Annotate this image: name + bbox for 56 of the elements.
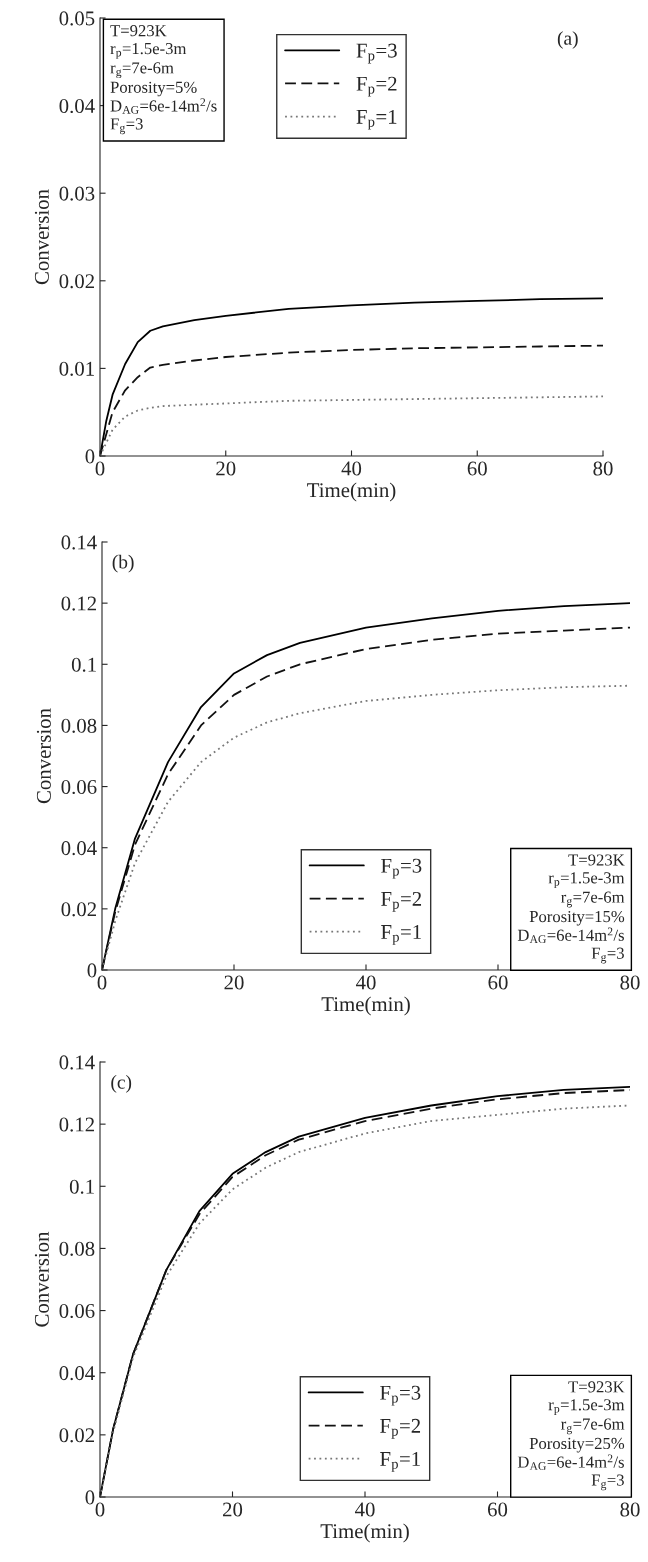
y-tick-label: 0.05 xyxy=(59,11,95,26)
y-tick-label: 0.02 xyxy=(59,1428,94,1443)
x-axis-title: Time(min) xyxy=(307,482,396,502)
y-axis-title: Conversion xyxy=(34,1231,49,1327)
y-tick-label: 0.02 xyxy=(61,902,96,917)
x-axis-title: Time(min) xyxy=(321,996,410,1016)
y-tick-label: 0.1 xyxy=(69,1179,94,1194)
text: T=923K r$_{p}$=1.5e-3m r$_{g}$=7e-6m Porosity=15% D$_{AG}$=6e-14m$^{2}$/s F$_{g}$=3 xyxy=(517,854,625,964)
x-tick-label: 80 xyxy=(593,461,613,476)
text: T=923K r$_{p}$=1.5e-3m r$_{g}$=7e-6m Porosity=25% D$_{AG}$=6e-14m$^{2}$/s F$_{g}$=3 xyxy=(517,1381,625,1491)
x-tick-label: 80 xyxy=(620,975,640,990)
y-tick-label: 0.14 xyxy=(61,535,97,550)
legend-label: F$_{p}$=3 xyxy=(380,1385,421,1406)
y-tick-label: 0.08 xyxy=(61,718,97,733)
y-tick-label: 0.04 xyxy=(59,98,95,114)
legend-label: F$_{p}$=2 xyxy=(380,1418,421,1439)
y-tick-label: 0.12 xyxy=(59,1117,94,1132)
legend-label: F$_{p}$=2 xyxy=(356,76,397,97)
y-tick-label: 0 xyxy=(85,1490,95,1505)
y-tick-label: 0.03 xyxy=(59,186,95,201)
y-tick-label: 0.12 xyxy=(61,596,96,611)
legend-label: F$_{p}$=3 xyxy=(381,858,422,879)
x-tick-label: 80 xyxy=(620,1502,640,1517)
x-tick-label: 40 xyxy=(341,461,362,476)
y-tick-label: 0.1 xyxy=(71,657,96,672)
y-tick-label: 0 xyxy=(87,963,97,978)
y-tick-label: 0.04 xyxy=(61,841,97,856)
y-tick-label: 0 xyxy=(85,449,95,464)
x-tick-label: 0 xyxy=(97,975,107,990)
y-tick-label: 0.14 xyxy=(59,1055,95,1070)
legend-label: F$_{p}$=1 xyxy=(380,1452,420,1472)
y-tick-label: 0.06 xyxy=(61,779,97,795)
x-tick-label: 60 xyxy=(488,975,508,990)
legend-label: F$_{p}$=1 xyxy=(356,109,397,130)
annotation: (c) xyxy=(111,1075,132,1093)
x-tick-label: 40 xyxy=(355,975,376,990)
y-tick-label: 0.02 xyxy=(59,274,94,289)
x-tick-label: 40 xyxy=(354,1502,375,1517)
y-tick-label: 0.08 xyxy=(59,1241,95,1256)
text: T=923K r$_{p}$=1.5e-3m r$_{g}$=7e-6m Porosity=5% D$_{AG}$=6e-14m$^{2}$/s F$_{g}$=3 xyxy=(110,25,217,135)
legend-label: F$_{p}$=2 xyxy=(381,891,422,912)
x-tick-label: 20 xyxy=(224,975,244,990)
y-tick-label: 0.06 xyxy=(59,1303,95,1319)
y-axis-title: Conversion xyxy=(34,189,49,285)
annotation: (b) xyxy=(112,554,134,573)
x-tick-label: 20 xyxy=(223,1502,243,1517)
x-tick-label: 20 xyxy=(216,461,236,476)
y-tick-label: 0.01 xyxy=(59,361,94,376)
y-tick-label: 0.04 xyxy=(59,1366,95,1381)
x-tick-label: 60 xyxy=(467,461,487,476)
x-axis-title: Time(min) xyxy=(320,1523,409,1543)
legend-label: F$_{p}$=1 xyxy=(381,925,421,945)
legend-label: F$_{p}$=3 xyxy=(356,43,397,64)
y-axis-title: Conversion xyxy=(36,708,51,804)
annotation: (a) xyxy=(557,31,578,49)
x-tick-label: 60 xyxy=(487,1502,508,1517)
